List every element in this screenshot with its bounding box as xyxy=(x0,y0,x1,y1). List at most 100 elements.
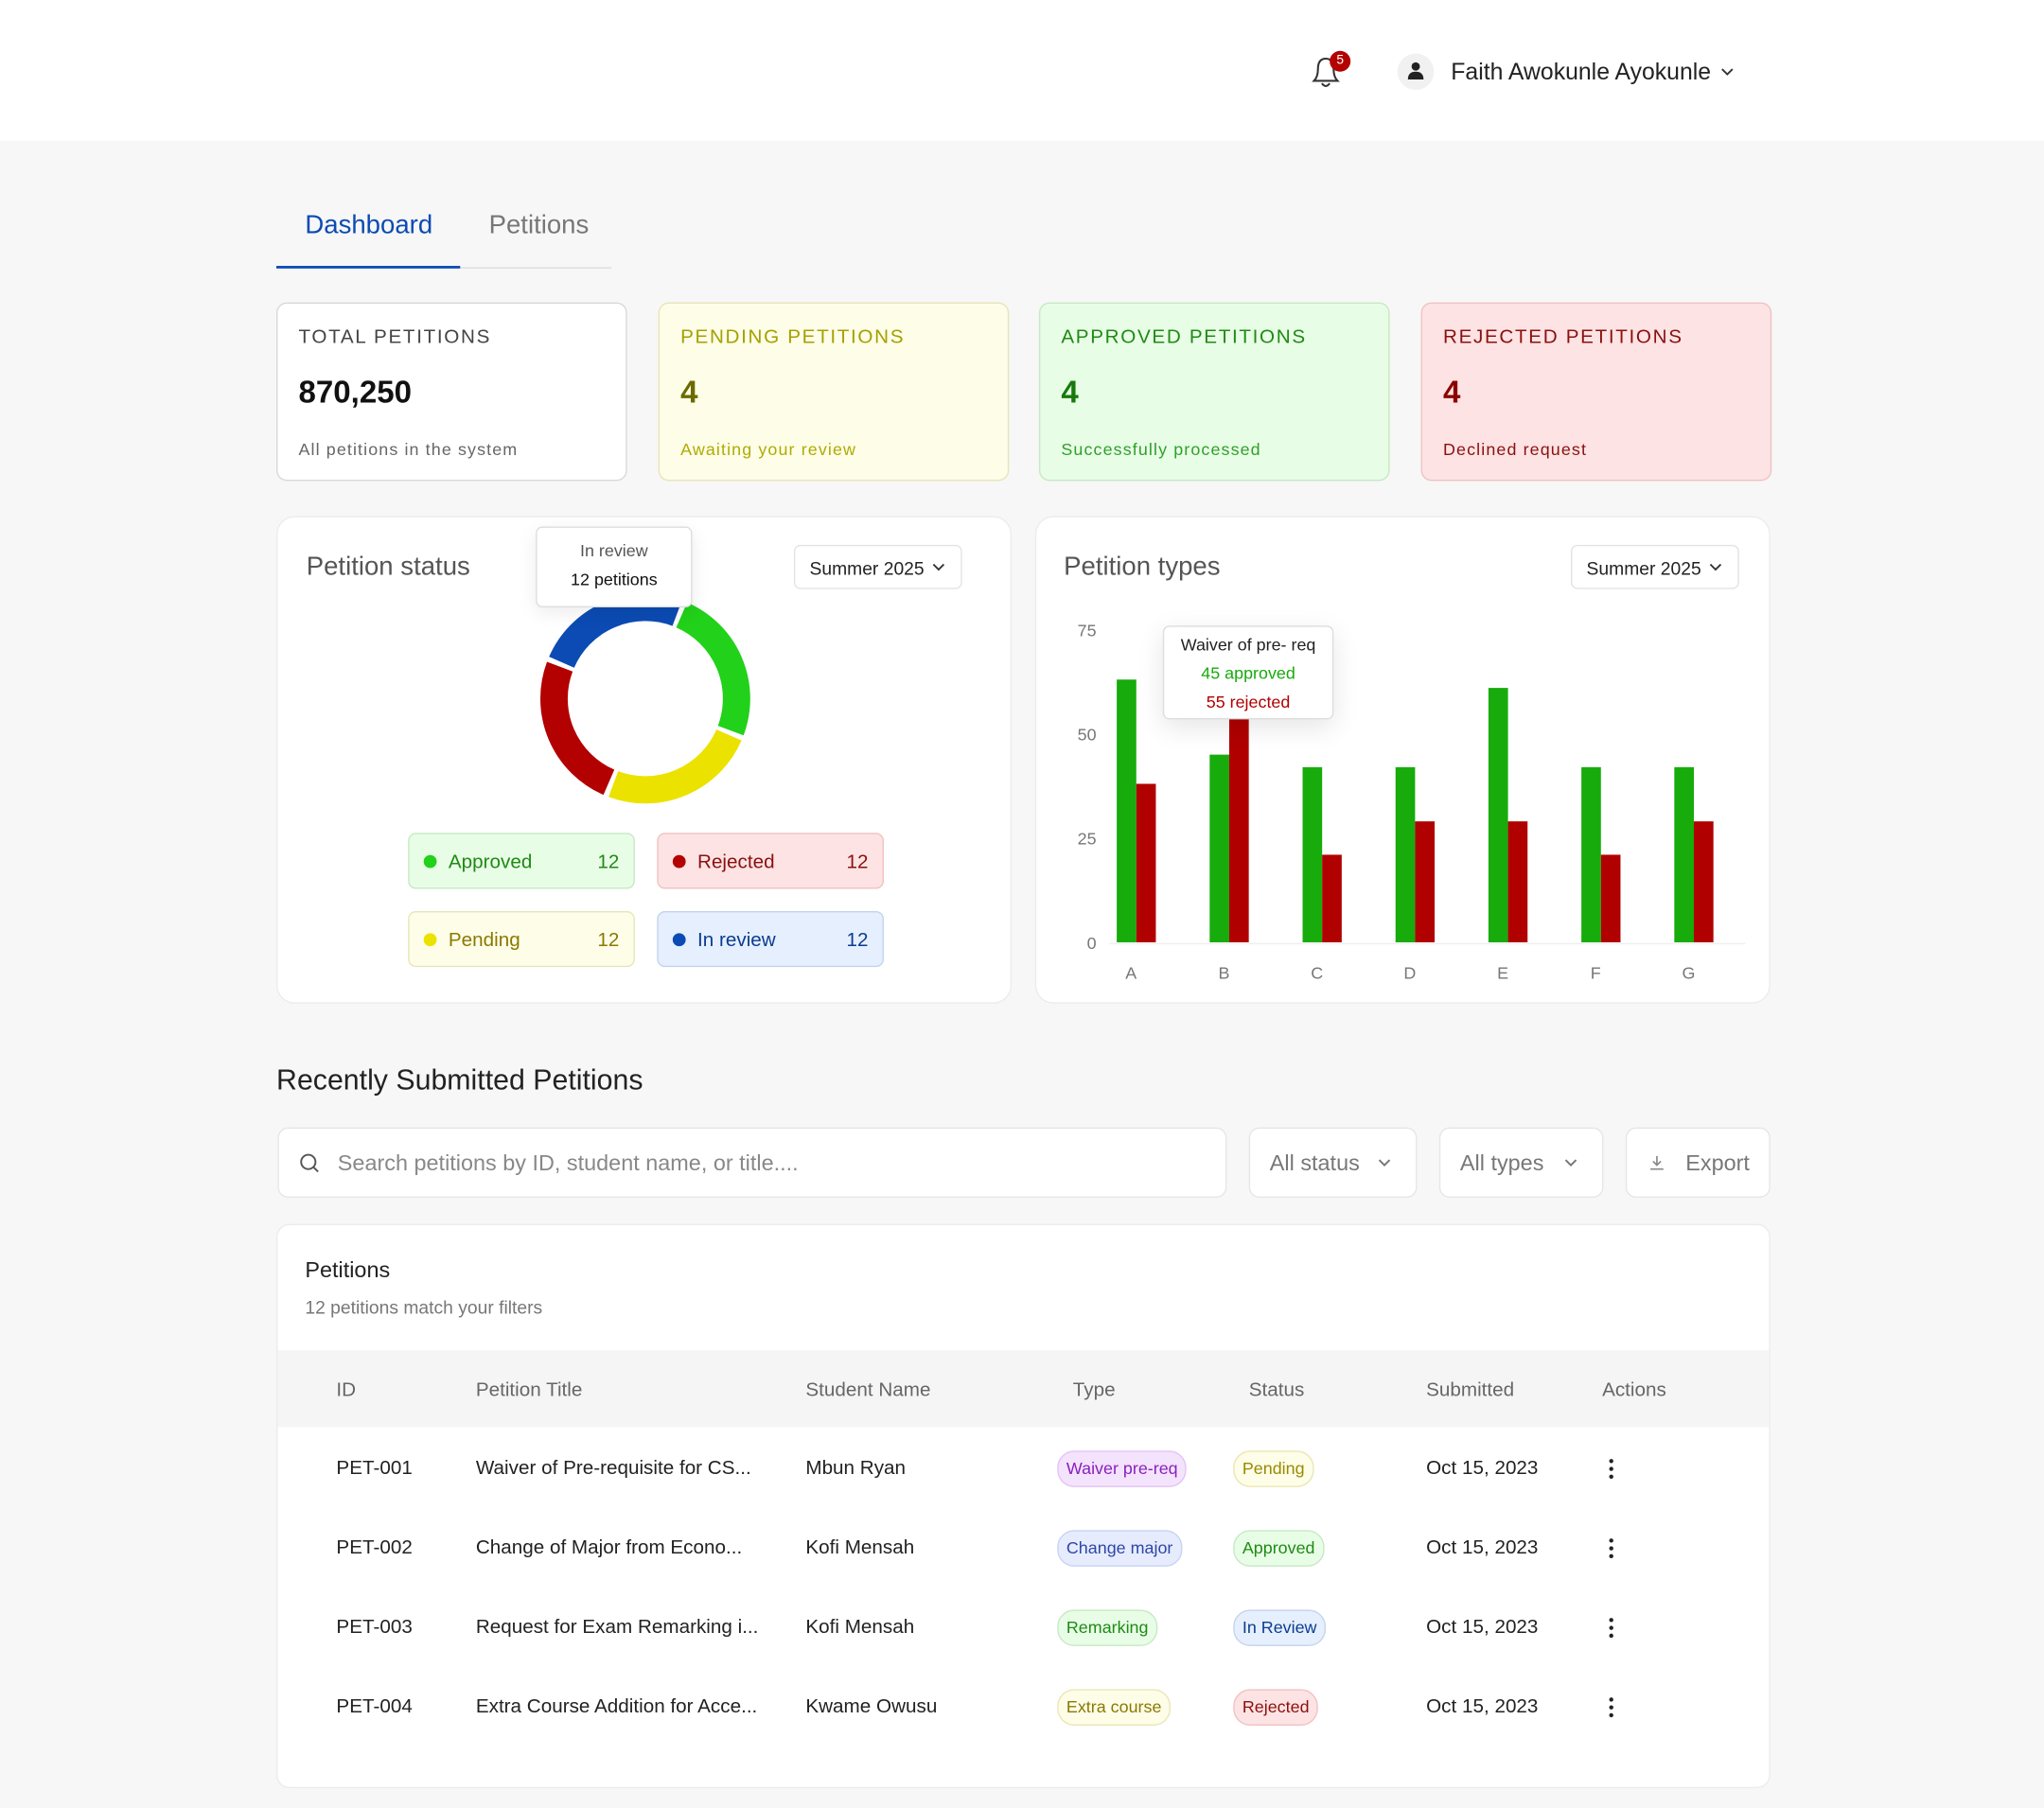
period-select-label: Summer 2025 xyxy=(1586,557,1701,579)
tab[interactable]: Dashboard xyxy=(305,211,433,240)
bar xyxy=(1581,766,1601,943)
action-dot xyxy=(1609,1546,1613,1551)
bar xyxy=(1136,783,1156,943)
cell: Request for Exam Remarking i... xyxy=(475,1616,759,1639)
action-dot xyxy=(1609,1633,1613,1639)
tooltip-title: In review xyxy=(580,540,648,561)
notification-badge[interactable]: 5 xyxy=(1330,50,1351,72)
search-box[interactable]: Search petitions by ID, student name, or… xyxy=(277,1127,1227,1199)
y-tick-label: 0 xyxy=(1087,934,1097,953)
types-panel: Petition types Summer 2025 0 25 50 75 A B C D E F G W… xyxy=(1034,516,1771,1004)
legend-value: 12 xyxy=(846,851,869,873)
donut-segment xyxy=(549,593,682,669)
cell: Oct 15, 2023 xyxy=(1426,1616,1539,1639)
legend-value: 12 xyxy=(846,929,869,952)
bell-icon xyxy=(1312,57,1340,87)
cell: PET-004 xyxy=(336,1695,413,1718)
pill: Extra course xyxy=(1057,1689,1172,1726)
legend-item: In review 12 xyxy=(657,910,885,968)
stat-label: PENDING PETITIONS xyxy=(680,325,906,348)
avatar-head xyxy=(1411,61,1420,71)
column-header: ID xyxy=(336,1378,357,1401)
x-tick-label: A xyxy=(1125,964,1137,983)
column-header: Student Name xyxy=(805,1378,931,1401)
column-header: Petition Title xyxy=(475,1378,583,1401)
graphic xyxy=(1312,57,1340,87)
bar xyxy=(1674,766,1694,943)
cell: Kwame Owusu xyxy=(805,1695,938,1718)
tooltip-line: 45 approved xyxy=(1201,663,1295,683)
x-tick-label: D xyxy=(1403,964,1416,983)
export-button[interactable]: Export xyxy=(1625,1127,1771,1199)
stat-value: 4 xyxy=(1061,375,1079,411)
chart-title: Petition types xyxy=(1064,553,1221,582)
table-subtitle: 12 petitions match your filters xyxy=(305,1296,543,1318)
stat-caption: Awaiting your review xyxy=(680,439,857,459)
legend-label: Rejected xyxy=(697,851,775,873)
legend-value: 12 xyxy=(597,929,620,952)
x-tick-label: E xyxy=(1497,964,1508,983)
graphic[interactable] xyxy=(1609,1618,1614,1639)
bar xyxy=(1395,766,1416,943)
action-dot xyxy=(1609,1459,1613,1464)
filter-select[interactable]: All types xyxy=(1438,1127,1604,1199)
graphic xyxy=(1709,563,1722,571)
tab-underline xyxy=(276,266,461,269)
cell: PET-001 xyxy=(336,1457,413,1480)
cell: PET-002 xyxy=(336,1536,413,1559)
cell: Oct 15, 2023 xyxy=(1426,1536,1539,1559)
graphic[interactable] xyxy=(1609,1459,1614,1480)
y-tick-label: 50 xyxy=(1078,725,1097,744)
action-dot xyxy=(1609,1553,1613,1559)
stat-card: REJECTED PETITIONS 4 Declined request xyxy=(1420,302,1772,482)
avatar-body xyxy=(1407,71,1424,80)
user-name[interactable]: Faith Awokunle Ayokunle xyxy=(1451,58,1712,85)
column-header: Status xyxy=(1248,1378,1305,1401)
stat-caption: Declined request xyxy=(1443,439,1588,459)
tab[interactable]: Petitions xyxy=(488,211,590,240)
cell: Extra Course Addition for Acce... xyxy=(475,1695,758,1718)
cell: Oct 15, 2023 xyxy=(1426,1695,1539,1718)
action-dot xyxy=(1609,1474,1613,1480)
bar xyxy=(1600,854,1621,943)
table-title: Petitions xyxy=(305,1257,391,1283)
y-tick-label: 25 xyxy=(1078,830,1097,849)
legend-dot xyxy=(423,933,437,947)
bar xyxy=(1415,821,1436,943)
filter-label: All types xyxy=(1459,1150,1544,1176)
tooltip-line: 55 rejected xyxy=(1206,692,1291,712)
search-icon xyxy=(300,1153,317,1170)
column-header: Type xyxy=(1072,1378,1116,1401)
legend-value: 12 xyxy=(597,851,620,873)
x-tick-label: B xyxy=(1218,964,1229,983)
tooltip: In review 12 petitions xyxy=(536,526,693,607)
period-select[interactable]: Summer 2025 xyxy=(1571,544,1739,589)
action-dot xyxy=(1609,1697,1613,1702)
stat-label: REJECTED PETITIONS xyxy=(1443,325,1683,348)
status-panel: Petition status Summer 2025 In review 12 pe… xyxy=(276,516,1013,1004)
graphic xyxy=(1650,1155,1664,1170)
bar xyxy=(1209,754,1229,943)
stat-value: 4 xyxy=(1443,375,1461,411)
period-select[interactable]: Summer 2025 xyxy=(793,544,962,589)
top-bar xyxy=(0,0,2044,141)
column-header: Submitted xyxy=(1426,1378,1515,1401)
bar xyxy=(1488,688,1508,943)
graphic[interactable] xyxy=(1609,1538,1614,1559)
bar xyxy=(1322,854,1342,943)
legend-item: Pending 12 xyxy=(408,910,635,968)
legend-item: Approved 12 xyxy=(408,833,635,889)
action-dot xyxy=(1609,1538,1613,1543)
chevron xyxy=(1564,1159,1577,1167)
avatar-bg xyxy=(1397,53,1435,91)
stat-value: 4 xyxy=(680,375,698,411)
bar xyxy=(1693,821,1714,943)
legend-label: In review xyxy=(697,929,776,952)
graphic xyxy=(1397,53,1435,91)
filter-select[interactable]: All status xyxy=(1248,1127,1418,1199)
action-dot xyxy=(1609,1625,1613,1630)
graphic xyxy=(1721,68,1734,76)
graphic[interactable] xyxy=(1609,1697,1614,1718)
